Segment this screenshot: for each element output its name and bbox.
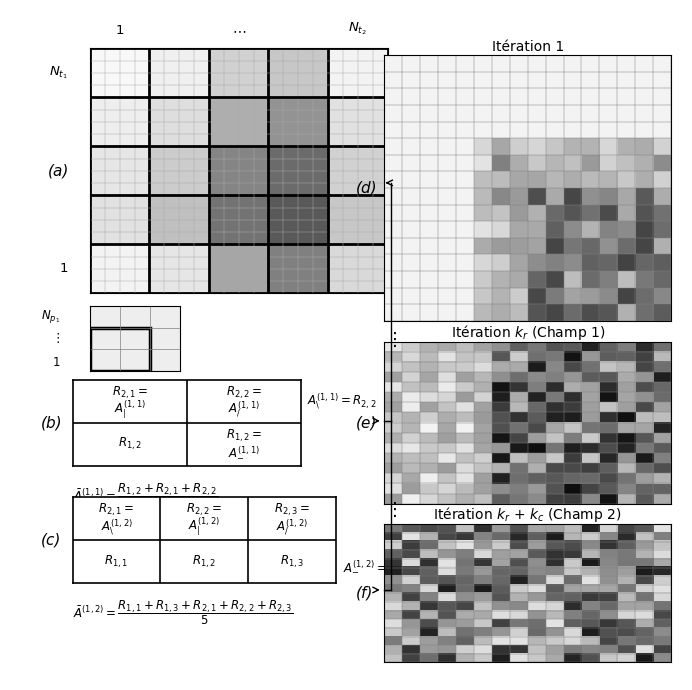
Text: (a): (a) [48,164,70,178]
Text: 1: 1 [101,382,109,395]
Text: $N_{p_2}$: $N_{p_2}$ [165,382,183,399]
Title: Itération 1: Itération 1 [491,40,564,54]
Text: $R_{1,2}$: $R_{1,2}$ [118,436,142,453]
Text: $N_{t_2}$: $N_{t_2}$ [348,21,367,37]
Text: $\bar{A}^{(1,1)} = \dfrac{R_{1,2}+R_{2,1}+R_{2,2}}{3}$: $\bar{A}^{(1,1)} = \dfrac{R_{1,2}+R_{2,1… [73,482,218,510]
Text: $\cdots$: $\cdots$ [129,382,141,395]
Text: $A_{-}^{(1,1)}$: $A_{-}^{(1,1)}$ [228,445,260,460]
Text: (c): (c) [41,533,62,547]
Title: Itération $k_r$ + $k_c$ (Champ 2): Itération $k_r$ + $k_c$ (Champ 2) [433,505,622,524]
Text: $R_{2,1} =$: $R_{2,1} =$ [111,384,148,401]
Text: $R_{2,3} =$: $R_{2,3} =$ [274,502,310,518]
Text: (d): (d) [356,181,377,195]
Text: $R_{2,2} =$: $R_{2,2} =$ [226,384,262,401]
Text: $N_{t_1}$: $N_{t_1}$ [48,64,68,81]
Text: $R_{1,1}$: $R_{1,1}$ [104,553,129,570]
Text: $A_{|}^{(1,2)}$: $A_{|}^{(1,2)}$ [188,516,220,538]
Text: 1: 1 [53,356,60,369]
Text: $R_{1,2}$: $R_{1,2}$ [192,553,216,570]
Text: $A_{\backslash}^{(1,2)}$: $A_{\backslash}^{(1,2)}$ [100,518,132,537]
Text: (b): (b) [41,415,62,430]
Text: $A_{\backslash}^{(1,1)} = R_{2,2}$: $A_{\backslash}^{(1,1)} = R_{2,2}$ [307,391,376,411]
Text: $R_{1,3}$: $R_{1,3}$ [280,553,304,570]
Text: $A_{/}^{(1,2)}$: $A_{/}^{(1,2)}$ [276,518,308,537]
Text: (e): (e) [356,415,376,430]
Text: $R_{2,1} =$: $R_{2,1} =$ [98,502,134,518]
Text: $A_{/}^{(1,1)}$: $A_{/}^{(1,1)}$ [228,400,260,420]
Text: $N_{p_1}$: $N_{p_1}$ [41,308,60,325]
Text: $\vdots$: $\vdots$ [51,331,60,346]
Bar [90,328,150,371]
Text: $R_{1,2} =$: $R_{1,2} =$ [226,427,262,444]
Text: $A_{-}^{(1,2)} = \dfrac{R_{1,1}+R_{1,3}}{2}$: $A_{-}^{(1,2)} = \dfrac{R_{1,1}+R_{1,3}}… [343,553,451,582]
Text: $A_{|}^{(1,1)}$: $A_{|}^{(1,1)}$ [113,399,146,421]
Text: $R_{2,2} =$: $R_{2,2} =$ [186,502,222,518]
Text: (f): (f) [356,586,373,601]
Text: $\vdots$: $\vdots$ [385,330,397,349]
Text: $\bar{A}^{(1,2)} = \dfrac{R_{1,1}+R_{1,3}+R_{2,1}+R_{2,2}+R_{2,3}}{5}$: $\bar{A}^{(1,2)} = \dfrac{R_{1,1}+R_{1,3… [73,598,293,627]
Text: 1: 1 [116,24,124,37]
Title: Itération $k_r$ (Champ 1): Itération $k_r$ (Champ 1) [450,322,605,342]
Text: 1: 1 [59,262,68,275]
Text: $\vdots$: $\vdots$ [385,500,397,519]
Text: $\cdots$: $\cdots$ [232,23,246,37]
